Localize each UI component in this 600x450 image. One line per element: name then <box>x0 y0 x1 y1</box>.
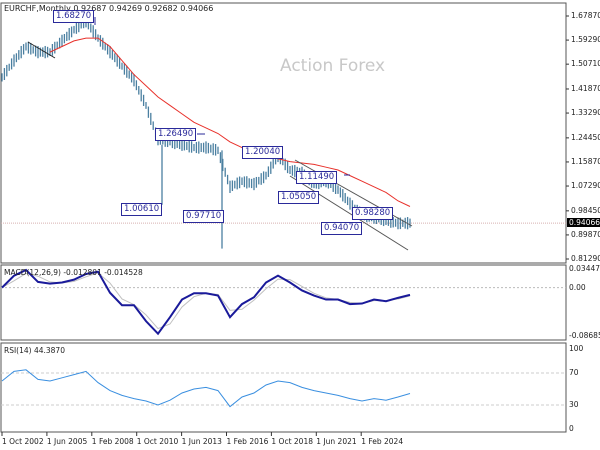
swing-label: 1.00610 <box>121 203 163 216</box>
x-tick-label: 1 Feb 2008 <box>91 437 134 446</box>
swing-label: 1.26490 <box>155 128 197 141</box>
macd-line <box>1 268 411 336</box>
y-tick-label: 1.59290 <box>571 35 600 45</box>
macd-tick-label: -0.086855 <box>569 331 600 340</box>
rsi-tick-label: 100 <box>569 344 584 353</box>
y-tick-label: 1.41870 <box>571 83 600 93</box>
watermark: Action Forex <box>280 56 386 76</box>
y-tick-label: 1.67870 <box>571 11 600 20</box>
y-tick-label: 0.89870 <box>571 229 600 239</box>
swing-label: 1.68270 <box>53 10 95 23</box>
x-tick-label: 1 Oct 2002 <box>2 437 44 446</box>
y-tick-label: 0.98450 <box>571 205 600 215</box>
swing-label: 1.20040 <box>242 146 284 159</box>
swing-label: 0.94070 <box>321 222 363 235</box>
x-tick-label: 1 Feb 2024 <box>361 437 404 446</box>
y-tick-label: 1.50710 <box>571 59 600 69</box>
rsi-tick-label: 30 <box>569 400 579 409</box>
panel-border-0 <box>0 2 567 264</box>
panel-border-1 <box>0 264 567 341</box>
rsi-tick-label: 0 <box>569 424 574 433</box>
x-tick-label: 1 Jun 2005 <box>46 437 88 446</box>
panel-border-2 <box>0 342 567 433</box>
y-tick-label: 0.81290 <box>571 254 600 263</box>
rsi-line <box>1 369 411 408</box>
swing-label: 1.05050 <box>278 191 320 204</box>
y-tick-label: 1.33290 <box>571 108 600 118</box>
x-tick-label: 1 Oct 2018 <box>271 437 313 446</box>
y-tick-label: 1.15870 <box>571 156 600 166</box>
moving-average-line <box>49 37 411 207</box>
current-price-tag: 0.94066 <box>567 218 600 228</box>
x-tick-label: 1 Feb 2016 <box>226 437 269 446</box>
x-tick-label: 1 Jun 2013 <box>181 437 222 446</box>
macd-title: MACD(12,26,9) -0.012801 -0.014528 <box>4 268 143 277</box>
trendline <box>27 41 56 59</box>
rsi-tick-label: 70 <box>569 368 579 377</box>
x-tick-label: 1 Jun 2021 <box>316 437 357 446</box>
swing-label: 0.97710 <box>183 210 225 223</box>
swing-label: 1.11490 <box>296 171 338 184</box>
macd-tick-label: 0.034473 <box>569 264 600 273</box>
symbol-info: EURCHF,Monthly 0.92687 0.94269 0.92682 0… <box>4 4 214 13</box>
x-tick-label: 1 Oct 2010 <box>136 437 179 446</box>
y-tick-label: 1.07290 <box>571 181 600 191</box>
macd-tick-label: 0.00 <box>569 282 586 292</box>
swing-label: 0.98280 <box>352 207 394 220</box>
channel-lower-line <box>289 175 409 251</box>
y-tick-label: 1.24450 <box>571 132 600 142</box>
rsi-title: RSI(14) 44.3870 <box>4 346 65 355</box>
